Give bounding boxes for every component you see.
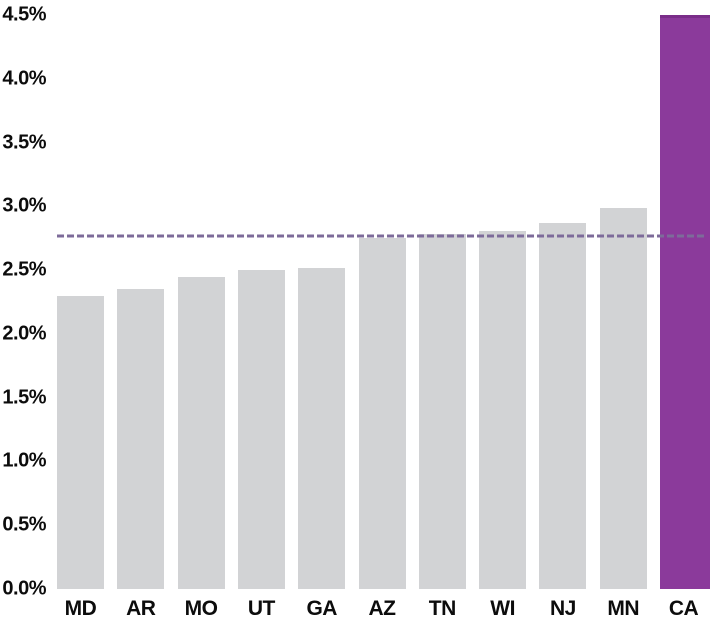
y-tick-label: 0.5% — [2, 513, 46, 536]
x-tick-label-ca: CA — [668, 597, 699, 620]
bar-az — [358, 238, 406, 589]
x-tick-label-ut: UT — [247, 597, 276, 620]
bar-md — [57, 295, 104, 589]
y-tick-label: 3.0% — [2, 194, 46, 217]
x-tick-label-md: MD — [64, 597, 97, 620]
y-tick-label: 1.5% — [2, 386, 46, 409]
reference-line — [57, 234, 707, 238]
x-tick-label-mn: MN — [607, 597, 640, 620]
x-tick-label-nj: NJ — [549, 597, 576, 620]
bar-mo — [177, 276, 225, 589]
y-tick-label: 1.0% — [2, 449, 46, 472]
x-axis: MD AR MO UT GA AZ TN WI NJ MN CA — [57, 589, 707, 633]
y-tick-label: 4.0% — [2, 67, 46, 90]
bar-ga — [298, 267, 346, 589]
y-tick-label: 0.0% — [2, 577, 46, 600]
y-tick-label: 2.5% — [2, 258, 46, 281]
x-tick-label-ga: GA — [306, 597, 337, 620]
bar-ca — [660, 15, 710, 589]
bar-ut — [237, 270, 285, 589]
bar-mn — [599, 207, 647, 589]
x-tick-label-ar: AR — [126, 597, 156, 620]
x-tick-label-mo: MO — [184, 597, 218, 620]
x-tick-label-az: AZ — [368, 597, 397, 620]
bar-wi — [479, 230, 527, 589]
bar-nj — [539, 222, 587, 589]
y-axis: 0.0% 0.5% 1.0% 1.5% 2.0% 2.5% 3.0% 3.5% 4.0% 4.5% — [0, 4, 50, 600]
x-tick-label-wi: WI — [490, 597, 515, 620]
x-tick-label-tn: TN — [428, 597, 457, 620]
y-tick-label: 4.5% — [2, 3, 46, 26]
plot-area — [57, 15, 710, 589]
bar-tn — [418, 234, 466, 589]
bar-ar — [117, 289, 165, 589]
y-tick-label: 3.5% — [2, 131, 46, 154]
y-tick-label: 2.0% — [2, 322, 46, 345]
